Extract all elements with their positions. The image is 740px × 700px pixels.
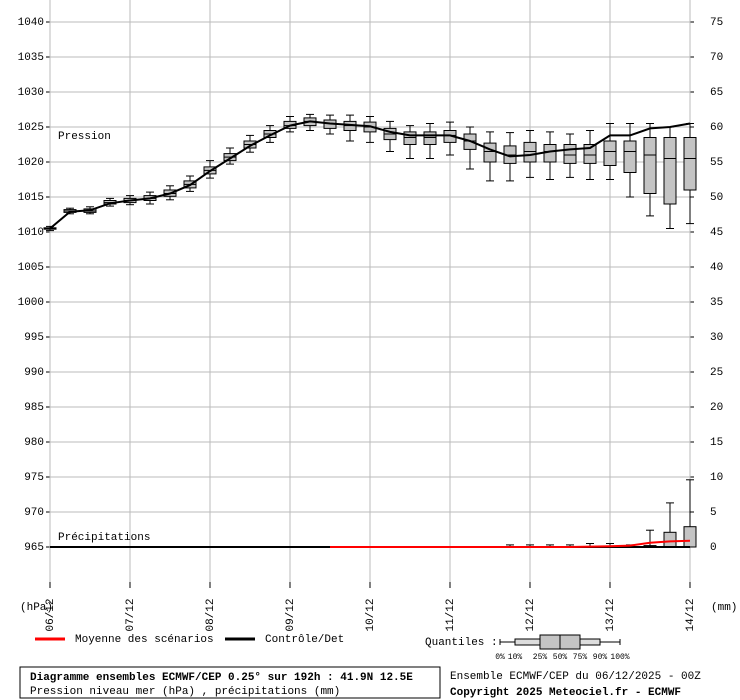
y-tick-label: 990 [24, 367, 44, 379]
y-tick-label: 970 [24, 507, 44, 519]
y2-tick-label: 70 [710, 52, 723, 64]
y2-tick-label: 50 [710, 192, 723, 204]
y2-tick-label: 15 [710, 437, 723, 449]
box [683, 526, 697, 548]
y2-axis-label: (mm) [711, 602, 737, 614]
quantile-label: 75% [573, 653, 588, 662]
copyright: Copyright 2025 Meteociel.fr - ECMWF [450, 687, 681, 699]
y-tick-label: 1025 [18, 122, 44, 134]
y-axis-label: (hPa) [20, 602, 53, 614]
quantile-label: 25% [533, 653, 548, 662]
box [623, 140, 637, 173]
x-tick-label: 08/12 [205, 598, 217, 631]
x-tick-label: 07/12 [125, 598, 137, 631]
x-tick-label: 06/12 [45, 598, 57, 631]
y-tick-label: 1005 [18, 262, 44, 274]
box [483, 142, 497, 163]
y-tick-label: 980 [24, 437, 44, 449]
run-info: Ensemble ECMWF/CEP du 06/12/2025 - 00Z [450, 671, 701, 683]
y2-tick-label: 10 [710, 472, 723, 484]
y2-tick-label: 60 [710, 122, 723, 134]
box [643, 137, 657, 194]
legend-label: Moyenne des scénarios [75, 634, 214, 646]
quantile-label: 100% [610, 653, 629, 662]
box [683, 137, 697, 191]
series-line [330, 539, 691, 548]
y-tick-label: 1030 [18, 87, 44, 99]
y2-tick-label: 40 [710, 262, 723, 274]
y2-tick-label: 55 [710, 157, 723, 169]
x-tick-label: 12/12 [525, 598, 537, 631]
quantile-label: 0% [495, 653, 505, 662]
quantile-label: 10% [508, 653, 523, 662]
box [663, 531, 677, 548]
box [583, 144, 597, 164]
y2-tick-label: 30 [710, 332, 723, 344]
x-tick-label: 13/12 [605, 598, 617, 631]
x-tick-label: 11/12 [445, 598, 457, 631]
box [603, 140, 617, 166]
y-tick-label: 965 [24, 542, 44, 554]
chart-subtitle: Pression niveau mer (hPa) , précipitatio… [30, 686, 340, 698]
y-tick-label: 1010 [18, 227, 44, 239]
quantile-label: 90% [593, 653, 608, 662]
series-line [49, 120, 691, 230]
title-box [19, 666, 441, 699]
y-tick-label: 1035 [18, 52, 44, 64]
x-tick-label: 14/12 [685, 598, 697, 631]
y-tick-label: 1020 [18, 157, 44, 169]
x-tick-label: 09/12 [285, 598, 297, 631]
quantile-label: 50% [553, 653, 568, 662]
marks [43, 113, 697, 548]
chart-title: Diagramme ensembles ECMWF/CEP 0.25° sur … [30, 672, 413, 684]
annotation: Précipitations [58, 532, 150, 544]
quantiles-title: Quantiles : [425, 637, 498, 649]
y-tick-label: 985 [24, 402, 44, 414]
y-tick-label: 1040 [18, 17, 44, 29]
y-tick-label: 1000 [18, 297, 44, 309]
y-tick-label: 975 [24, 472, 44, 484]
x-tick-label: 10/12 [365, 598, 377, 631]
box [523, 141, 537, 163]
box [423, 131, 437, 145]
y2-tick-label: 0 [710, 542, 717, 554]
y2-tick-label: 35 [710, 297, 723, 309]
y2-tick-label: 65 [710, 87, 723, 99]
y-tick-label: 1015 [18, 192, 44, 204]
y2-tick-label: 5 [710, 507, 717, 519]
y2-tick-label: 20 [710, 402, 723, 414]
y2-tick-label: 75 [710, 17, 723, 29]
y2-tick-label: 45 [710, 227, 723, 239]
annotation: Pression [58, 131, 111, 143]
y-tick-label: 995 [24, 332, 44, 344]
legend-label: Contrôle/Det [265, 634, 344, 646]
box [563, 144, 577, 164]
box [663, 137, 677, 205]
y2-tick-label: 25 [710, 367, 723, 379]
